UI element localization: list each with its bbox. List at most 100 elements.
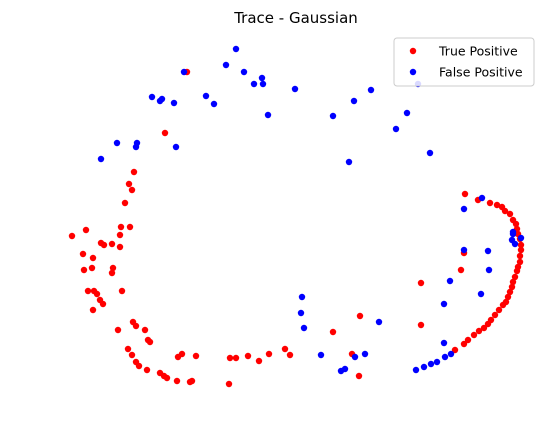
legend: True Positive False Positive: [393, 37, 535, 87]
point-false-positive: [420, 363, 428, 371]
point-true-positive: [244, 352, 252, 360]
point-false-positive: [367, 86, 375, 94]
point-true-positive: [512, 220, 520, 228]
point-true-positive: [79, 250, 87, 258]
point-false-positive: [441, 353, 449, 361]
point-true-positive: [329, 328, 337, 336]
point-true-positive: [475, 327, 483, 335]
point-true-positive: [286, 351, 294, 359]
point-true-positive: [108, 269, 116, 277]
point-true-positive: [504, 293, 512, 301]
point-true-positive: [226, 354, 234, 362]
point-true-positive: [188, 377, 196, 385]
point-false-positive: [412, 366, 420, 374]
legend-marker-false-positive: [409, 68, 417, 76]
point-true-positive: [118, 287, 126, 295]
point-false-positive: [300, 324, 308, 332]
point-true-positive: [516, 252, 524, 260]
point-true-positive: [68, 232, 76, 240]
point-true-positive: [128, 186, 136, 194]
point-false-positive: [148, 93, 156, 101]
point-false-positive: [351, 353, 359, 361]
point-true-positive: [108, 240, 116, 248]
point-false-positive: [375, 318, 383, 326]
point-false-positive: [97, 155, 105, 163]
point-false-positive: [250, 80, 258, 88]
legend-label-true-positive: True Positive: [438, 44, 518, 59]
point-false-positive: [240, 68, 248, 76]
point-true-positive: [93, 290, 101, 298]
point-true-positive: [146, 338, 154, 346]
point-true-positive: [511, 273, 519, 281]
point-true-positive: [143, 366, 151, 374]
point-false-positive: [446, 277, 454, 285]
point-false-positive: [180, 68, 188, 76]
point-true-positive: [495, 306, 503, 314]
point-true-positive: [109, 264, 117, 272]
point-true-positive: [89, 254, 97, 262]
point-true-positive: [125, 180, 133, 188]
point-true-positive: [509, 278, 517, 286]
point-false-positive: [485, 266, 493, 274]
point-false-positive: [511, 240, 519, 248]
legend-marker-true-positive: [409, 47, 417, 55]
point-false-positive: [170, 99, 178, 107]
data-points: [68, 45, 525, 388]
point-false-positive: [361, 350, 369, 358]
point-false-positive: [426, 149, 434, 157]
point-false-positive: [259, 80, 267, 88]
point-false-positive: [133, 139, 141, 147]
point-true-positive: [225, 380, 233, 388]
point-true-positive: [501, 207, 509, 215]
point-true-positive: [517, 241, 525, 249]
point-true-positive: [491, 311, 499, 319]
point-true-positive: [89, 306, 97, 314]
point-false-positive: [460, 246, 468, 254]
legend-label-false-positive: False Positive: [439, 65, 523, 80]
point-true-positive: [121, 199, 129, 207]
point-false-positive: [172, 143, 180, 151]
point-true-positive: [516, 258, 524, 266]
point-true-positive: [99, 300, 107, 308]
point-false-positive: [222, 61, 230, 69]
point-true-positive: [457, 266, 465, 274]
point-true-positive: [281, 345, 289, 353]
point-true-positive: [480, 324, 488, 332]
chart-title: Trace - Gaussian: [233, 9, 358, 27]
point-true-positive: [508, 283, 516, 291]
point-false-positive: [158, 95, 166, 103]
point-true-positive: [513, 267, 521, 275]
point-false-positive: [392, 125, 400, 133]
point-true-positive: [82, 226, 90, 234]
point-true-positive: [255, 357, 263, 365]
point-true-positive: [132, 322, 140, 330]
point-false-positive: [427, 360, 435, 368]
point-true-positive: [265, 350, 273, 358]
point-true-positive: [192, 352, 200, 360]
point-false-positive: [341, 365, 349, 373]
point-false-positive: [440, 339, 448, 347]
point-true-positive: [100, 241, 108, 249]
point-true-positive: [484, 320, 492, 328]
point-false-positive: [484, 247, 492, 255]
point-true-positive: [460, 340, 468, 348]
point-true-positive: [178, 350, 186, 358]
point-false-positive: [297, 309, 305, 317]
point-true-positive: [116, 231, 124, 239]
point-true-positive: [161, 129, 169, 137]
point-true-positive: [128, 351, 136, 359]
point-true-positive: [356, 312, 364, 320]
point-false-positive: [350, 97, 358, 105]
point-false-positive: [403, 109, 411, 117]
point-true-positive: [114, 326, 122, 334]
point-true-positive: [163, 374, 171, 382]
point-false-positive: [440, 300, 448, 308]
point-true-positive: [417, 321, 425, 329]
point-true-positive: [135, 362, 143, 370]
point-true-positive: [232, 354, 240, 362]
point-false-positive: [433, 358, 441, 366]
point-false-positive: [202, 92, 210, 100]
point-true-positive: [355, 372, 363, 380]
point-false-positive: [460, 205, 468, 213]
